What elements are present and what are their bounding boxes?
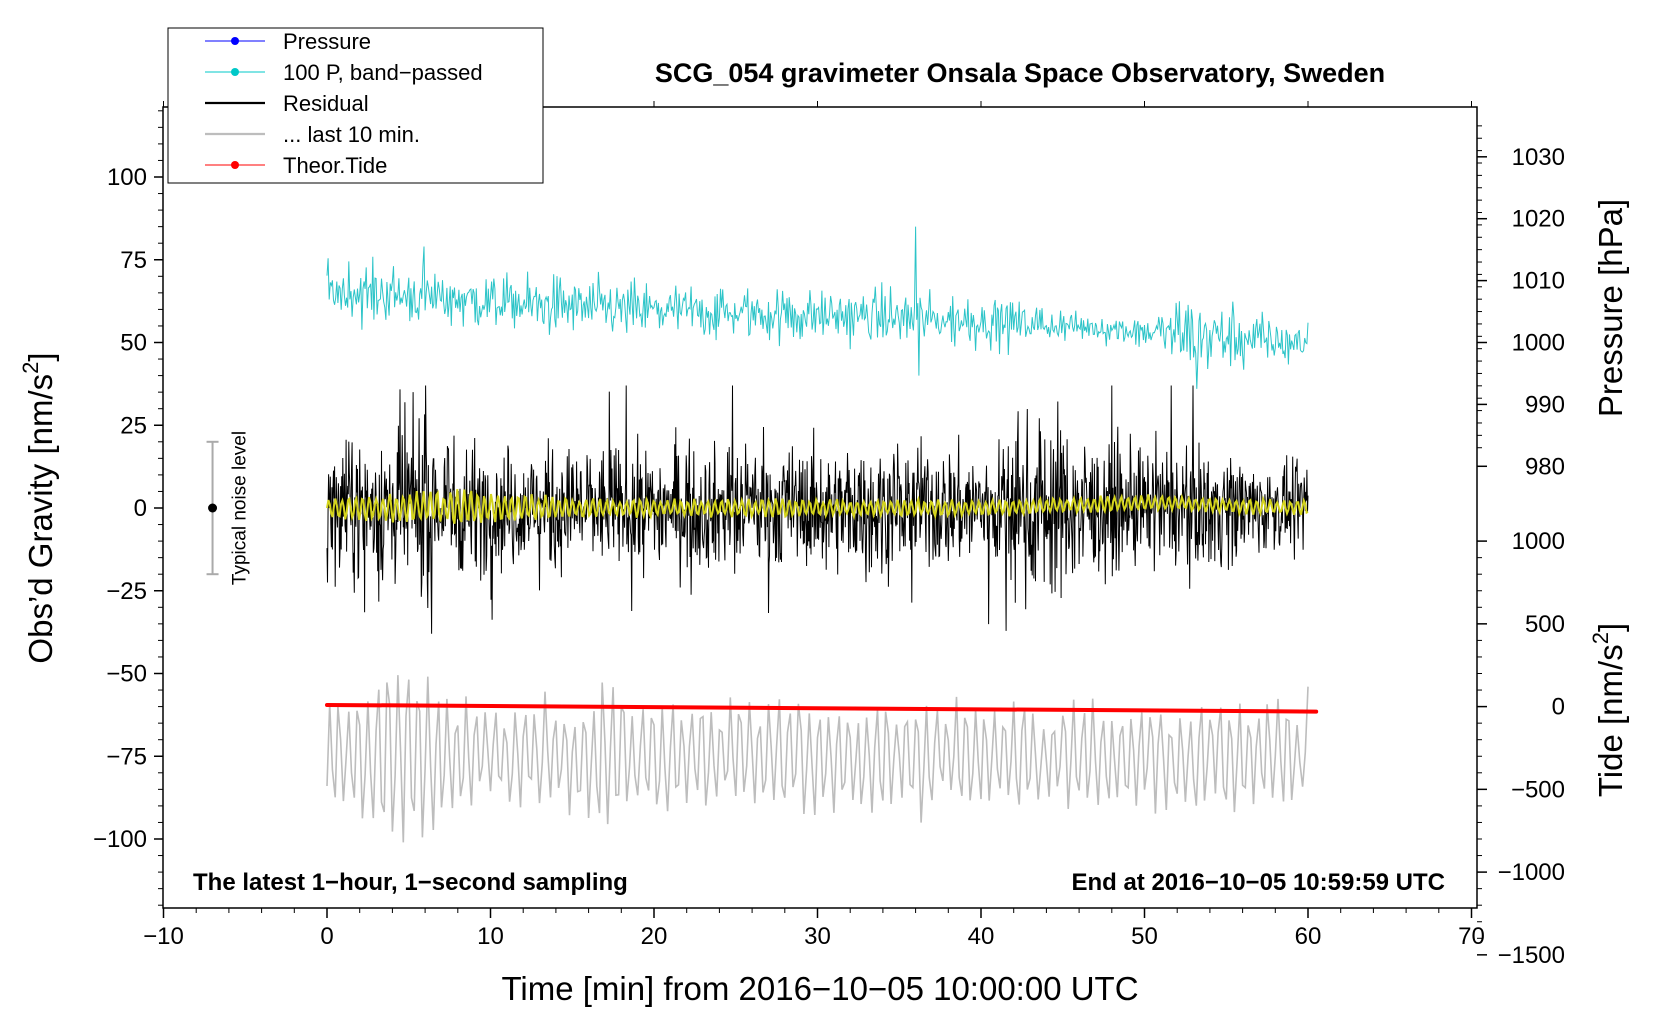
y-tick-label: −100 <box>93 826 147 853</box>
y-tick-label: −50 <box>106 661 147 688</box>
x-tick-label: 60 <box>1295 923 1322 950</box>
y-axis-title-tide: Tide [nm/s2] <box>1588 623 1629 797</box>
legend-label: Residual <box>283 91 369 116</box>
y-axis-title-pressure: Pressure [hPa] <box>1592 199 1629 417</box>
annotation-end-time: End at 2016−10−05 10:59:59 UTC <box>1071 869 1445 896</box>
pressure-tick-label: 1030 <box>1512 144 1565 171</box>
noise-level-indicator: Typical noise level <box>206 431 251 585</box>
series-residual-smoothed <box>326 489 1309 524</box>
legend-marker <box>231 68 239 76</box>
x-tick-label: 20 <box>641 923 668 950</box>
tide-tick-label: 500 <box>1525 611 1565 638</box>
series-theoretical-tide <box>325 702 1319 714</box>
series-band-passed-pressure <box>326 226 1309 389</box>
legend-box <box>167 27 544 184</box>
legend: Pressure 100 P, band−passed Residual ... la… <box>167 27 544 184</box>
x-tick-label: 70 <box>1458 923 1485 950</box>
series-residual <box>326 385 1309 634</box>
pressure-tick-label: 1010 <box>1512 268 1565 295</box>
pressure-tick-label: 1000 <box>1512 330 1565 357</box>
noise-bar-label: Typical noise level <box>230 431 251 585</box>
y-tick-label: 25 <box>120 412 147 439</box>
tide-tick-label: −1500 <box>1498 942 1565 969</box>
x-tick-label: 30 <box>804 923 831 950</box>
y-axis-title-gravity: Obs’d Gravity [nm/s2] <box>18 352 59 663</box>
legend-marker <box>231 37 239 45</box>
pressure-tick-label: 1020 <box>1512 206 1565 233</box>
y-tick-label: 75 <box>120 247 147 274</box>
x-tick-label: 40 <box>968 923 995 950</box>
x-tick-label: 50 <box>1131 923 1158 950</box>
x-tick-label: 10 <box>477 923 504 950</box>
pressure-tick-label: 990 <box>1525 391 1565 418</box>
axes-layer: −10 0 10 20 30 40 50 60 701007550250−25−50−75−10… <box>93 101 1565 969</box>
chart-title: SCG_054 gravimeter Onsala Space Observat… <box>655 58 1385 88</box>
x-tick-label: −10 <box>143 923 184 950</box>
series-layer <box>325 226 1319 843</box>
legend-items: Pressure 100 P, band−passed Residual ... la… <box>205 29 483 178</box>
y-tick-label: −25 <box>106 578 147 605</box>
legend-label: Theor.Tide <box>283 153 387 178</box>
x-axis-title: Time [min] from 2016−10−05 10:00:00 UTC <box>501 970 1138 1007</box>
y-tick-label: −75 <box>106 743 147 770</box>
tide-tick-label: −1000 <box>1498 859 1565 886</box>
y-tick-label: 0 <box>134 495 147 522</box>
annotation-sampling: The latest 1−hour, 1−second sampling <box>193 869 628 896</box>
x-tick-label: 0 <box>320 923 333 950</box>
legend-label: 100 P, band−passed <box>283 60 483 85</box>
series-last-10-min <box>326 675 1309 843</box>
tide-tick-label: 1000 <box>1512 528 1565 555</box>
legend-marker <box>231 161 239 169</box>
tide-tick-label: −500 <box>1511 776 1565 803</box>
y-tick-label: 50 <box>120 330 147 357</box>
noise-bar-center-dot <box>208 503 218 513</box>
y-tick-label: 100 <box>107 164 147 191</box>
legend-label: ... last 10 min. <box>283 122 420 147</box>
pressure-tick-label: 980 <box>1525 453 1565 480</box>
legend-label: Pressure <box>283 29 371 54</box>
tide-tick-label: 0 <box>1552 694 1565 721</box>
